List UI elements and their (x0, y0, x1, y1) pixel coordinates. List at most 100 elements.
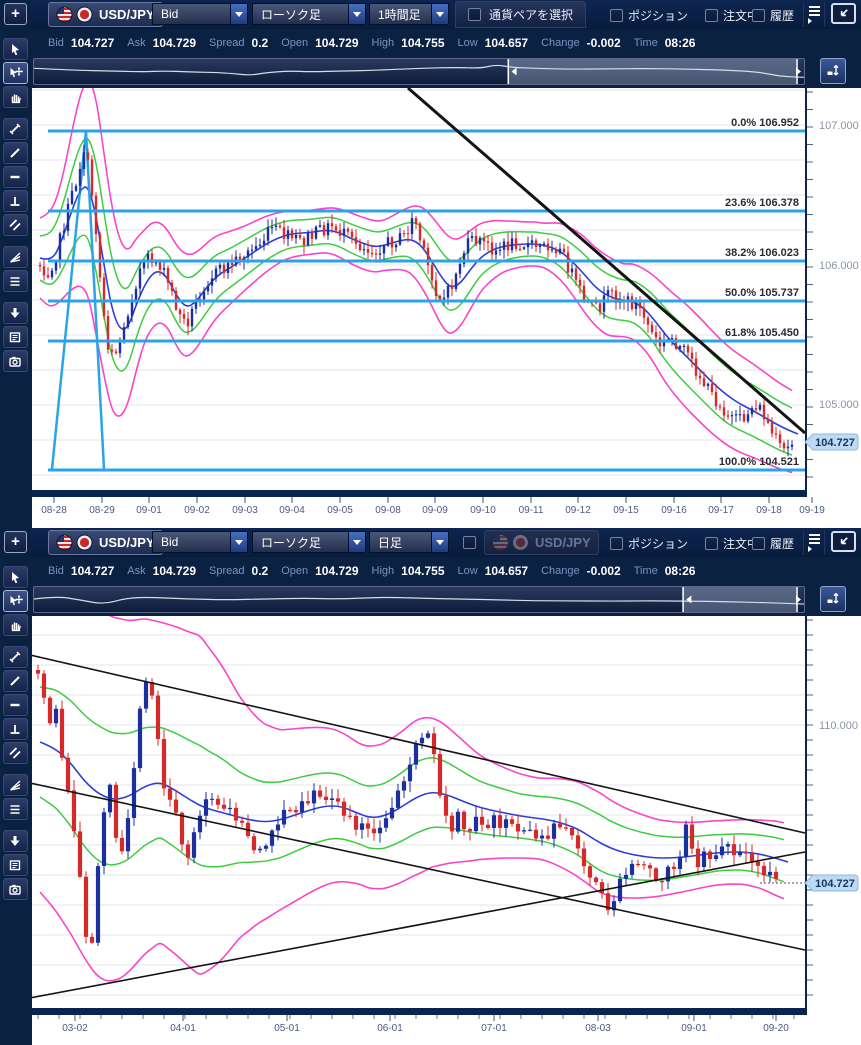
quote-item: Change -0.002 (541, 36, 621, 50)
checkbox[interactable] (705, 537, 718, 550)
cursor-tool-button[interactable] (3, 566, 28, 588)
toggle-positions[interactable]: ポジション (610, 7, 688, 24)
chart-type-dropdown[interactable]: ローソク足 (252, 3, 366, 25)
minimize-window-button[interactable] (831, 531, 856, 552)
download-tool-button[interactable] (3, 302, 28, 324)
trendline[interactable] (32, 782, 806, 951)
horizontal-line-tool-button[interactable] (3, 166, 28, 188)
hand-tool-button[interactable] (3, 86, 28, 108)
horizontal-line-icon (10, 175, 20, 178)
horizontal-line-tool-button[interactable] (3, 694, 28, 716)
perpendicular-tool-button[interactable] (3, 190, 28, 212)
quote-value: 0.2 (251, 35, 269, 50)
parallel-lines-tool-button[interactable] (3, 742, 28, 764)
trendline[interactable] (407, 88, 806, 435)
move-tool-button[interactable] (3, 590, 28, 612)
fan-lines-tool-button[interactable] (3, 246, 28, 268)
x-axis-label: 09-03 (232, 505, 258, 516)
scroll-right-arrow-icon[interactable] (796, 595, 801, 604)
chevron-down-icon (348, 532, 365, 552)
checkbox[interactable] (610, 537, 623, 550)
layout-list-button[interactable] (803, 2, 825, 27)
currency-pair-tab[interactable]: USD/JPY (48, 530, 163, 555)
selection-left-handle[interactable] (682, 587, 684, 612)
quote-item: Bid 104.727 (48, 564, 114, 578)
quote-value: 104.729 (315, 35, 359, 50)
cursor-tool-button[interactable] (3, 38, 28, 60)
chart-navigator[interactable] (33, 58, 805, 85)
minimize-window-button[interactable] (831, 3, 856, 24)
move-tool-button[interactable] (3, 62, 28, 84)
fib-level-label: 61.8% 105.450 (725, 327, 799, 339)
add-chart-button[interactable]: + (4, 531, 27, 553)
selection-left-handle[interactable] (507, 59, 510, 84)
hand-tool-button[interactable] (3, 614, 28, 636)
note-tool-button[interactable] (3, 854, 28, 876)
fan-lines-icon (10, 780, 21, 791)
pair-tab-checkbox[interactable] (463, 536, 476, 549)
quote-item: Low 104.657 (458, 36, 529, 50)
fib-retracement-tool-button[interactable] (3, 798, 28, 820)
trendline[interactable] (32, 851, 806, 999)
toggle-positions[interactable]: ポジション (610, 535, 688, 552)
checkbox[interactable] (752, 537, 765, 550)
quote-item: Spread 0.2 (209, 564, 268, 578)
checkbox[interactable] (705, 9, 718, 22)
trendline-tool-button[interactable] (3, 142, 28, 164)
checkbox[interactable] (752, 9, 765, 22)
timeframe-dropdown[interactable]: 日足 (369, 531, 449, 553)
scroll-left-arrow-icon[interactable] (511, 67, 517, 76)
pair-select-tab[interactable]: 通貨ペアを選択 (455, 1, 587, 28)
timeframe-dropdown[interactable]: 1時間足 (369, 3, 449, 25)
toggle-orders[interactable]: 注文中 (705, 535, 759, 552)
price-type-value: Bid (161, 535, 179, 549)
fan-lines-icon (10, 252, 21, 263)
trendline-tool-button[interactable] (3, 670, 28, 692)
toggle-orders[interactable]: 注文中 (705, 7, 759, 24)
toggle-label: 履歴 (770, 537, 795, 551)
price-type-dropdown[interactable]: Bid (152, 531, 248, 553)
main-chart[interactable]: 03-02 04-01 05-01 06-01 07-01 08-03 09-01 09-20… (32, 616, 861, 1045)
x-axis-label: 04-01 (170, 1023, 196, 1034)
perpendicular-tool-button[interactable] (3, 718, 28, 740)
perpendicular-icon (10, 196, 20, 206)
measure-tool-button[interactable] (3, 646, 28, 668)
x-axis-label: 09-15 (613, 505, 639, 516)
measure-tool-button[interactable] (3, 118, 28, 140)
download-tool-button[interactable] (3, 830, 28, 852)
x-axis-label: 08-29 (89, 505, 115, 516)
fan-lines-tool-button[interactable] (3, 774, 28, 796)
camera-tool-button[interactable] (3, 878, 28, 900)
price-type-dropdown[interactable]: Bid (152, 3, 248, 25)
fib-retracement-tool-button[interactable] (3, 270, 28, 292)
layout-list-button[interactable] (803, 530, 825, 555)
toggle-history[interactable]: 履歴 (752, 535, 794, 552)
x-axis-label: 08-03 (585, 1023, 611, 1034)
quote-value: 08:26 (664, 35, 696, 50)
chart-toolbar: USD/JPY Bid ローソク足 1時間足 通貨ペアを選択 ポジション 注文中履… (31, 0, 861, 29)
checkbox[interactable] (610, 9, 623, 22)
parallel-lines-tool-button[interactable] (3, 214, 28, 236)
quote-label: Time (633, 36, 658, 49)
currency-pair-tab[interactable]: USD/JPY (48, 2, 163, 27)
main-chart[interactable]: 0.0% 106.952 23.6% 106.378 38.2% 106.023 50… (32, 88, 861, 528)
note-icon (9, 331, 21, 342)
inactive-pair-tab[interactable]: USD/JPY (484, 530, 599, 555)
note-tool-button[interactable] (3, 326, 28, 348)
toggle-history[interactable]: 履歴 (752, 7, 794, 24)
scroll-right-arrow-icon[interactable] (796, 67, 801, 76)
quote-item: Spread 0.2 (209, 36, 268, 50)
chart-type-dropdown[interactable]: ローソク足 (252, 531, 366, 553)
x-axis-label: 05-01 (274, 1023, 300, 1034)
jp-flag-icon (76, 6, 93, 23)
add-chart-button[interactable]: + (4, 3, 27, 25)
auto-scale-button[interactable] (820, 586, 846, 612)
chart-navigator[interactable] (33, 586, 805, 613)
trendline[interactable] (32, 654, 806, 834)
camera-tool-button[interactable] (3, 350, 28, 372)
auto-scale-button[interactable] (820, 58, 846, 84)
hand-icon (11, 94, 22, 103)
scroll-left-arrow-icon[interactable] (686, 595, 692, 604)
pair-select-checkbox[interactable] (468, 8, 481, 21)
quote-value: 104.729 (152, 563, 197, 578)
